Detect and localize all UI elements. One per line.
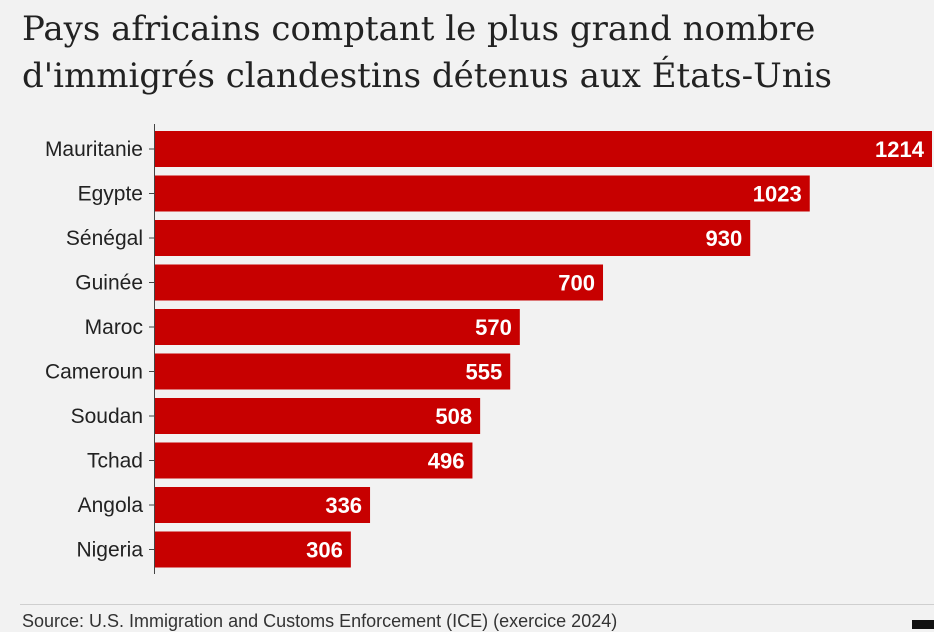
chart-title: Pays africains comptant le plus grand no… bbox=[22, 9, 832, 96]
value-label: 700 bbox=[558, 271, 595, 296]
category-label: Soudan bbox=[71, 405, 143, 428]
bar-egypte bbox=[155, 175, 810, 212]
category-label: Nigeria bbox=[76, 539, 143, 562]
value-label: 508 bbox=[435, 404, 472, 429]
value-label: 570 bbox=[475, 315, 512, 340]
bar-angola bbox=[155, 487, 371, 523]
footer-divider bbox=[20, 604, 934, 605]
bar-guinée bbox=[155, 264, 604, 301]
category-label: Tchad bbox=[87, 450, 143, 473]
value-label: 930 bbox=[706, 226, 743, 251]
value-label: 496 bbox=[428, 449, 465, 474]
bar-soudan bbox=[155, 398, 481, 434]
category-label: Egypte bbox=[78, 183, 143, 206]
bar-cameroun bbox=[155, 353, 511, 390]
bars-group: Mauritanie 1214 Egypte 1023 Sénégal 930 Guinée… bbox=[45, 131, 932, 568]
category-label: Cameroun bbox=[45, 361, 143, 384]
bar-tchad bbox=[155, 442, 473, 479]
category-label: Sénégal bbox=[66, 227, 143, 250]
category-label: Maroc bbox=[85, 316, 143, 339]
brand-mark bbox=[912, 620, 934, 629]
value-label: 306 bbox=[306, 538, 343, 563]
category-label: Mauritanie bbox=[45, 138, 143, 161]
bar-sénégal bbox=[155, 220, 751, 256]
value-label: 336 bbox=[325, 493, 362, 518]
value-label: 1214 bbox=[875, 137, 925, 162]
bar-maroc bbox=[155, 309, 520, 345]
bar-chart: Mauritanie 1214 Egypte 1023 Sénégal 930 Guinée… bbox=[45, 124, 932, 574]
bar-mauritanie bbox=[155, 131, 932, 167]
value-label: 1023 bbox=[753, 182, 802, 207]
source-note: Source: U.S. Immigration and Customs Enf… bbox=[22, 611, 618, 631]
value-label: 555 bbox=[465, 360, 502, 385]
category-label: Angola bbox=[78, 494, 144, 517]
bar-nigeria bbox=[155, 531, 351, 568]
category-label: Guinée bbox=[75, 272, 143, 295]
